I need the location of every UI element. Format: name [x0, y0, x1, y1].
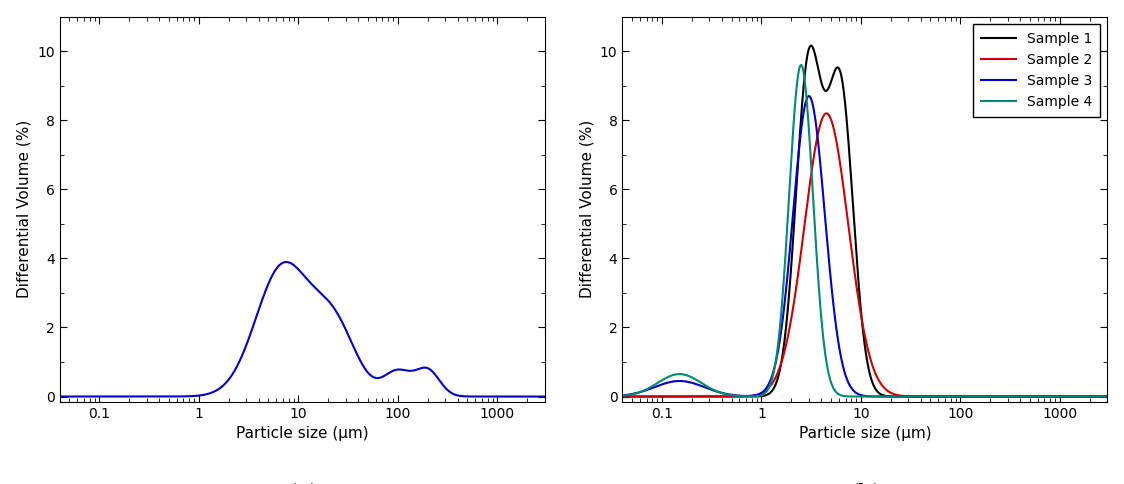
- Sample 3: [1091, 393, 1105, 399]
- Sample 3: [801, 93, 815, 99]
- Sample 1: [1091, 393, 1105, 399]
- Sample 4: [801, 121, 815, 127]
- Sample 1: [616, 393, 629, 399]
- Sample 2: [1091, 393, 1105, 399]
- Sample 2: [700, 393, 714, 399]
- Sample 1: [1039, 393, 1052, 399]
- Sample 2: [823, 113, 836, 119]
- Sample 3: [700, 385, 714, 391]
- Sample 3: [1039, 393, 1052, 399]
- Sample 1: [700, 393, 714, 399]
- Sample 1: [805, 43, 818, 48]
- Sample 1: [1100, 393, 1114, 399]
- Line: Sample 3: Sample 3: [623, 96, 1107, 396]
- Sample 4: [1039, 393, 1052, 399]
- Sample 3: [823, 264, 836, 270]
- X-axis label: Particle size (μm): Particle size (μm): [798, 426, 931, 441]
- Sample 2: [1039, 393, 1052, 399]
- Y-axis label: Differential Volume (%): Differential Volume (%): [579, 120, 595, 298]
- Text: (b): (b): [849, 483, 880, 484]
- Sample 3: [616, 393, 629, 398]
- Sample 3: [671, 378, 685, 384]
- Sample 3: [803, 93, 816, 99]
- Y-axis label: Differential Volume (%): Differential Volume (%): [17, 120, 31, 298]
- Line: Sample 2: Sample 2: [623, 113, 1107, 396]
- Sample 4: [823, 375, 836, 380]
- Sample 1: [671, 393, 685, 399]
- Sample 2: [1100, 393, 1114, 399]
- Sample 1: [801, 48, 815, 54]
- Sample 4: [795, 62, 808, 68]
- Sample 4: [616, 393, 629, 399]
- Sample 1: [823, 83, 836, 89]
- Sample 4: [671, 371, 685, 377]
- Sample 2: [819, 110, 833, 116]
- Sample 4: [1100, 393, 1114, 399]
- Sample 4: [700, 383, 714, 389]
- Sample 2: [671, 393, 685, 399]
- Legend: Sample 1, Sample 2, Sample 3, Sample 4: Sample 1, Sample 2, Sample 3, Sample 4: [972, 24, 1100, 117]
- Sample 4: [1091, 393, 1105, 399]
- Sample 2: [801, 192, 815, 198]
- Line: Sample 4: Sample 4: [623, 65, 1107, 396]
- X-axis label: Particle size (μm): Particle size (μm): [236, 426, 369, 441]
- Sample 2: [616, 393, 629, 399]
- Line: Sample 1: Sample 1: [623, 45, 1107, 396]
- Sample 3: [1100, 393, 1114, 399]
- Text: (a): (a): [287, 483, 317, 484]
